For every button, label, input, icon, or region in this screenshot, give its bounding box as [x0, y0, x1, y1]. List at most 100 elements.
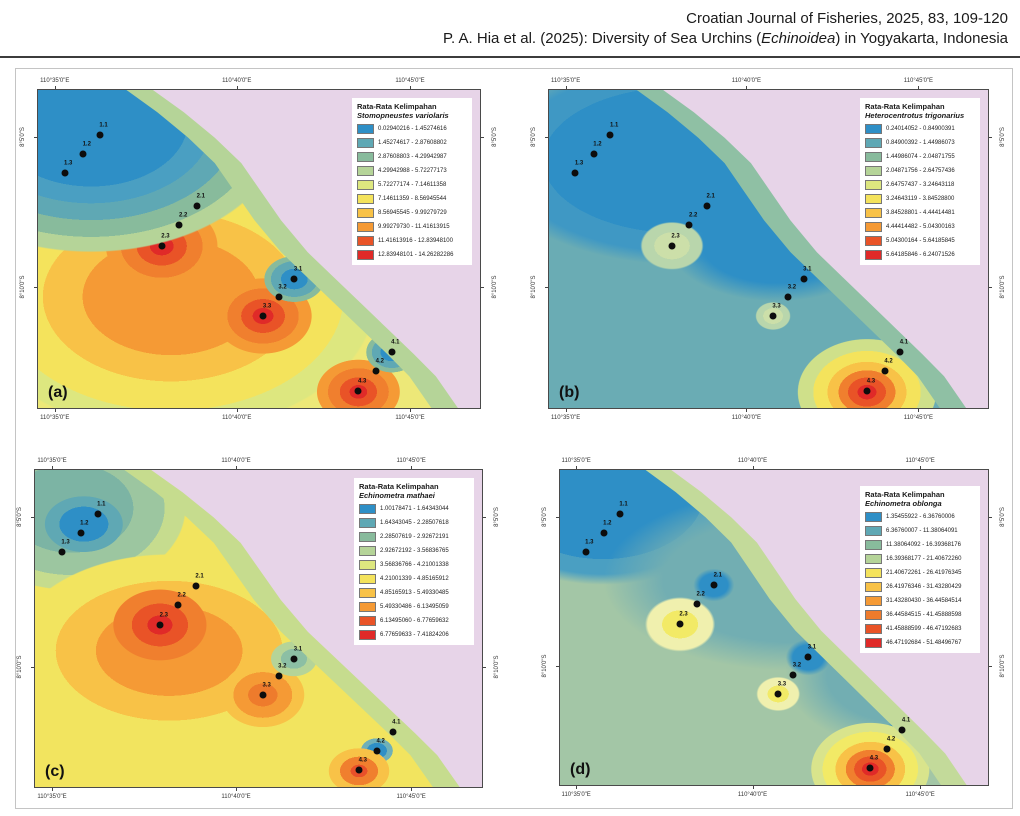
legend-row: 3.24643119 - 3.84528800	[865, 193, 975, 204]
axis-tick-mark	[989, 287, 992, 289]
legend-swatch	[865, 525, 882, 536]
station-layer: 1.1 1.2 1.3 2.1 2.2 2.3 3.1 3.2 3.3 4.1 4.2 4.3	[38, 90, 480, 408]
axis-tick-label: 8°5'0"S	[531, 127, 537, 147]
station-label: 1.3	[574, 160, 584, 167]
legend-row: 4.85165913 - 5.49330485	[359, 587, 469, 598]
axis-tick-label: 8°10'0"S	[1000, 275, 1006, 299]
legend-row: 1.00178471 - 1.64343044	[359, 503, 469, 514]
axis-tick-label: 110°40'0"E	[737, 458, 768, 464]
axis-tick-mark	[483, 516, 486, 518]
axis-tick-mark	[556, 665, 559, 667]
legend-swatch	[865, 567, 882, 578]
station-dot: 2.2	[685, 213, 697, 229]
citation-species-italic: Echinoidea	[761, 30, 836, 47]
legend-row: 6.36760007 - 11.38064091	[865, 525, 975, 536]
station-dot: 4.1	[389, 719, 400, 736]
station-label: 1.1	[99, 122, 108, 129]
legend-range-label: 11.38064092 - 16.39368176	[886, 541, 961, 548]
station-label: 2.2	[696, 591, 705, 598]
station-label: 2.3	[161, 233, 170, 240]
station-dot: 3.2	[789, 662, 801, 679]
legend-swatch	[865, 511, 882, 522]
legend-row: 1.44986074 - 2.04871755	[865, 151, 975, 162]
station-dot: 1.3	[61, 160, 72, 177]
legend-swatch	[865, 165, 882, 176]
legend-range-label: 21.40672261 - 26.41976345	[886, 569, 962, 576]
legend-row: 3.56836766 - 4.21001338	[359, 559, 469, 570]
legend-box: Rata-Rata Kelimpahan Echinometra oblonga…	[860, 486, 980, 653]
contour-hotspot	[321, 742, 398, 787]
legend-swatch	[865, 151, 882, 162]
axis-tick-mark	[54, 86, 56, 89]
legend-range-label: 0.84900392 - 1.44986073	[886, 139, 955, 146]
legend-rows: 0.02940216 - 1.45274616 1.45274617 - 2.87…	[357, 123, 467, 260]
station-label: 2.3	[679, 611, 688, 618]
legend-range-label: 2.87608803 - 4.29942987	[378, 153, 447, 160]
legend-range-label: 1.64343045 - 2.28507618	[380, 519, 449, 526]
station-label: 3.2	[787, 284, 797, 291]
legend-row: 6.77659633 - 7.41824206	[359, 629, 469, 640]
legend-rows: 1.00178471 - 1.64343044 1.64343045 - 2.28…	[359, 503, 469, 640]
axis-tick-label: 8°5'0"S	[17, 507, 23, 527]
station-label: 4.2	[375, 358, 384, 365]
station-layer: 1.1 1.2 1.3 2.1 2.2 2.3 3.1 3.2 3.3 4.1 4.2 4.3	[560, 470, 988, 785]
legend-range-label: 3.24643119 - 3.84528800	[886, 195, 955, 202]
legend-row: 7.14611359 - 8.56945544	[357, 193, 467, 204]
legend-rows: 0.24014052 - 0.84900391 0.84900392 - 1.44…	[865, 123, 975, 260]
axis-tick-label: 110°40'0"E	[221, 458, 251, 464]
station-dot: 3.3	[774, 681, 786, 698]
axis-tick-mark	[34, 287, 37, 289]
legend-swatch	[865, 235, 882, 246]
legend-row: 5.04300164 - 5.64185845	[865, 235, 975, 246]
legend-range-label: 11.41613916 - 12.83948100	[378, 237, 453, 244]
legend-title: Rata-Rata Kelimpahan	[865, 102, 945, 111]
axis-tick-mark	[236, 86, 238, 89]
station-label: 1.3	[64, 160, 73, 167]
legend-range-label: 46.47192684 - 51.48496767	[886, 639, 962, 646]
station-dot: 4.1	[898, 717, 910, 734]
axis-tick-label: 8°5'0"S	[1000, 506, 1006, 527]
station-dot: 2.1	[703, 194, 715, 210]
axis-tick-mark	[481, 137, 484, 138]
station-label: 4.1	[899, 339, 909, 346]
legend-row: 1.35455922 - 6.36760006	[865, 511, 975, 522]
legend-swatch	[865, 553, 882, 564]
station-dot: 1.2	[590, 141, 602, 158]
legend-range-label: 2.92672192 - 3.56836765	[380, 547, 449, 554]
station-dot: 2.3	[158, 233, 170, 250]
axis-tick-mark	[556, 516, 559, 518]
axis-tick-mark	[51, 466, 53, 469]
station-label: 2.3	[159, 612, 168, 619]
station-dot: 2.3	[676, 612, 688, 628]
axis-tick-mark	[236, 788, 238, 791]
figure-panel-c: 1.1 1.2 1.3 2.1 2.2 2.3 3.1 3.2 3.3 4.1 4.2 4.3 Rat…	[17, 458, 500, 800]
legend-swatch	[359, 587, 376, 598]
station-label: 1.2	[593, 141, 602, 148]
legend-swatch	[359, 601, 376, 612]
axis-tick-mark	[34, 137, 37, 138]
axis-tick-label: 110°45'0"E	[396, 794, 426, 800]
station-dot: 3.2	[784, 284, 796, 301]
station-dot: 4.2	[373, 738, 385, 755]
map-panel-d: 1.1 1.2 1.3 2.1 2.2 2.3 3.1 3.2 3.3 4.1 4.2 4.3 Rat…	[559, 469, 989, 786]
axis-tick-label: 110°45'0"E	[905, 458, 935, 464]
panel-letter-label: (b)	[559, 384, 580, 401]
axis-tick-mark	[576, 786, 578, 789]
station-dot: 1.3	[571, 160, 583, 177]
station-label: 2.3	[671, 233, 680, 240]
legend-range-label: 4.21001339 - 4.85165912	[380, 575, 449, 582]
axis-tick-label: 8°10'0"S	[492, 275, 498, 299]
legend-row: 0.84900392 - 1.44986073	[865, 137, 975, 148]
axis-tick-mark	[752, 786, 754, 789]
legend-swatch	[865, 595, 882, 606]
legend-swatch	[359, 531, 376, 542]
station-label: 4.1	[392, 719, 401, 726]
legend-range-label: 5.72277174 - 7.14611358	[378, 181, 447, 188]
legend-swatch	[357, 221, 374, 232]
legend-row: 8.56945545 - 9.99279729	[357, 207, 467, 218]
axis-tick-label: 110°45'0"E	[905, 792, 935, 798]
legend-box: Rata-Rata Kelimpahan Heterocentrotus tri…	[860, 98, 980, 265]
legend-range-label: 4.85165913 - 5.49330485	[380, 589, 449, 596]
axis-tick-mark	[409, 409, 411, 412]
legend-range-label: 2.28507619 - 2.92672191	[380, 533, 449, 540]
